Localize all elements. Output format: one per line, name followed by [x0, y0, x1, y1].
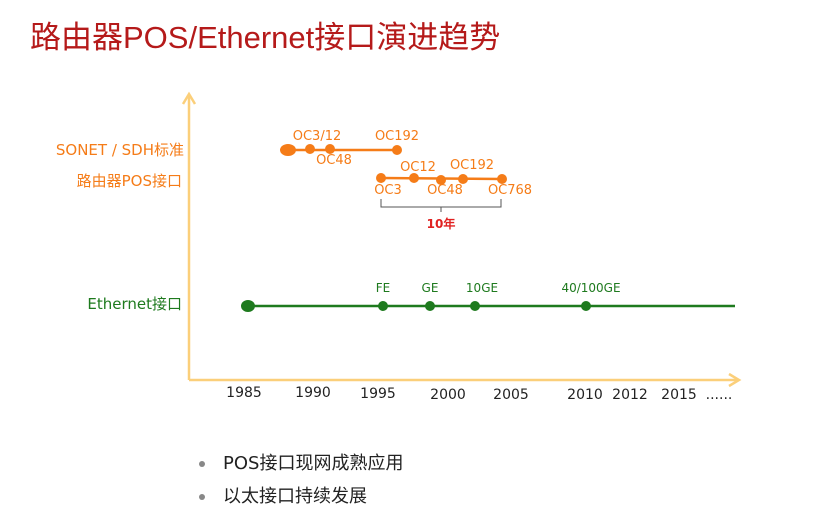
pos-dot-oc192 — [458, 174, 468, 184]
marker-fe: FE — [375, 281, 391, 295]
marker-pos-oc48: OC48 — [427, 183, 463, 198]
year-label: 1995 — [360, 386, 396, 402]
bullet-item: POS接口现网成熟应用 — [199, 449, 403, 475]
marker-10ge: 10GE — [465, 281, 499, 295]
sonet-start-dot — [280, 144, 296, 156]
y-axis-arrow — [181, 91, 197, 105]
bullet-icon — [199, 494, 205, 500]
marker-oc192: OC192 — [374, 129, 420, 144]
ethernet-line — [241, 300, 735, 312]
sonet-line — [280, 144, 402, 156]
year-label: 2000 — [430, 387, 466, 403]
year-label: 2010 — [567, 387, 603, 403]
pos-dot-oc48 — [436, 175, 446, 185]
span-bracket — [380, 199, 502, 212]
row-label-sonet: SONET / SDH标准 — [55, 141, 184, 159]
page-title: 路由器POS/Ethernet接口演进趋势 — [30, 20, 501, 55]
year-label: 1985 — [226, 385, 262, 401]
row-label-ethernet: Ethernet接口 — [87, 295, 182, 313]
bullet-item: 以太接口持续发展 — [199, 482, 367, 508]
year-label: 2015 — [661, 387, 697, 403]
bullet-text: 以太接口持续发展 — [223, 486, 367, 507]
eth-dot-10ge — [470, 301, 480, 311]
marker-40-100ge: 40/100GE — [561, 281, 621, 295]
marker-pos-oc192: OC192 — [449, 158, 495, 173]
year-label: ...... — [705, 387, 733, 403]
sonet-dot-oc3-12 — [305, 144, 315, 154]
marker-pos-oc768: OC768 — [487, 183, 533, 198]
eth-start-dot — [241, 300, 255, 312]
eth-dot-ge — [425, 301, 435, 311]
eth-dot-100ge — [581, 301, 591, 311]
marker-oc3-12: OC3/12 — [292, 129, 342, 144]
x-axis-arrow — [728, 372, 742, 388]
pos-dot-oc12 — [409, 173, 419, 183]
year-label: 2012 — [612, 387, 648, 403]
axes — [181, 91, 742, 388]
eth-dot-fe — [378, 301, 388, 311]
bullet-icon — [199, 461, 205, 467]
pos-line — [376, 173, 507, 185]
marker-oc48: OC48 — [316, 153, 352, 168]
pos-dot-oc3 — [376, 173, 386, 183]
span-label: 10年 — [426, 217, 456, 231]
marker-ge: GE — [421, 281, 439, 295]
pos-dot-oc768 — [497, 174, 507, 184]
row-label-router-pos: 路由器POS接口 — [76, 172, 182, 190]
year-label: 2005 — [493, 387, 529, 403]
sonet-dot-oc48 — [325, 144, 335, 154]
sonet-dot-oc192 — [392, 145, 402, 155]
bullet-text: POS接口现网成熟应用 — [223, 453, 404, 474]
year-label: 1990 — [295, 385, 331, 401]
marker-pos-oc12: OC12 — [400, 160, 436, 175]
marker-pos-oc3: OC3 — [374, 183, 402, 198]
